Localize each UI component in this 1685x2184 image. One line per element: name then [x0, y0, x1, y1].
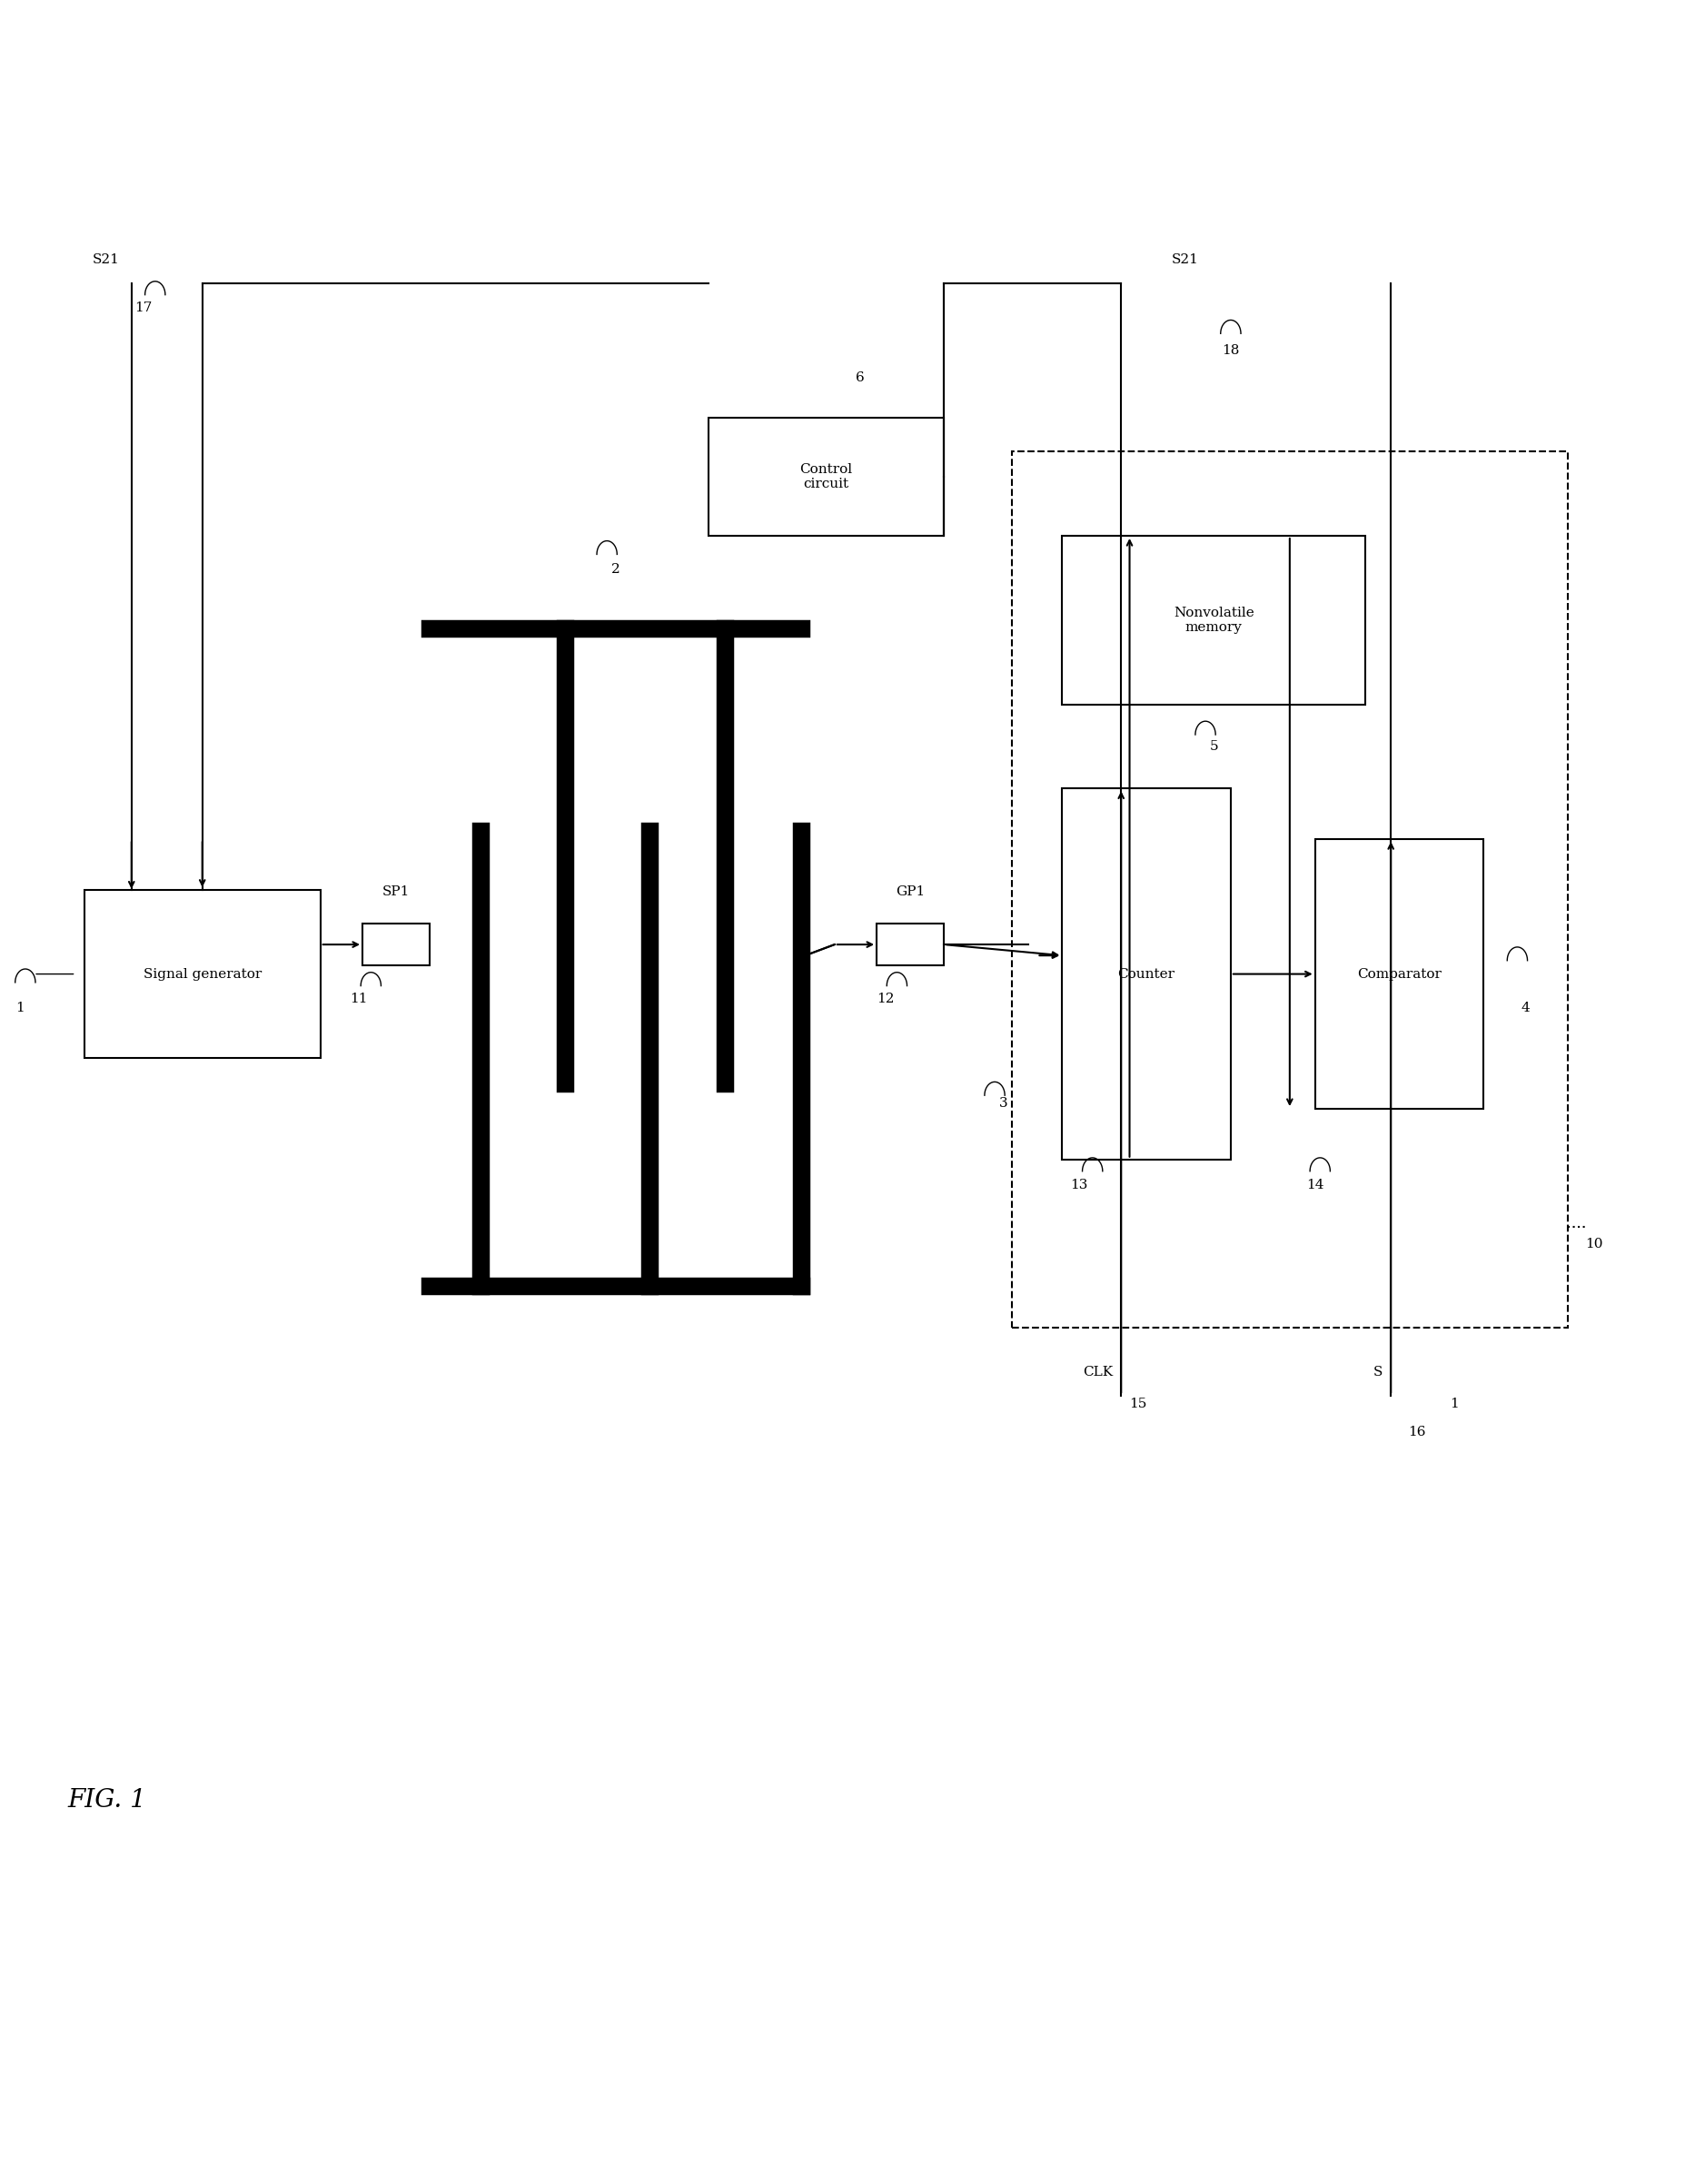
Text: 14: 14	[1306, 1179, 1324, 1190]
Text: Control
circuit: Control circuit	[799, 463, 853, 491]
Text: 5: 5	[1208, 740, 1218, 753]
Bar	[1011, 452, 1567, 1328]
Text: 2: 2	[610, 563, 620, 577]
Text: 11: 11	[350, 994, 367, 1005]
Text: 10: 10	[1584, 1238, 1602, 1249]
Text: SP1: SP1	[382, 885, 409, 898]
Bar	[1314, 839, 1483, 1109]
Text: Counter: Counter	[1117, 968, 1174, 981]
Text: 1: 1	[1449, 1398, 1458, 1411]
Text: 13: 13	[1070, 1179, 1087, 1190]
Bar	[84, 889, 320, 1059]
Bar	[876, 924, 944, 965]
Text: Nonvolatile
memory: Nonvolatile memory	[1173, 607, 1254, 633]
Bar	[362, 924, 430, 965]
Text: 17: 17	[135, 301, 152, 314]
Text: CLK: CLK	[1082, 1365, 1112, 1378]
Text: S21: S21	[93, 253, 120, 266]
Bar	[1062, 535, 1365, 705]
Text: 16: 16	[1407, 1426, 1426, 1439]
Text: S21: S21	[1171, 253, 1198, 266]
Text: S: S	[1372, 1365, 1382, 1378]
Text: Comparator: Comparator	[1356, 968, 1441, 981]
Text: 15: 15	[1129, 1398, 1146, 1411]
Text: GP1: GP1	[895, 885, 925, 898]
Text: 4: 4	[1520, 1002, 1530, 1013]
Text: 1: 1	[15, 1002, 25, 1013]
Text: 18: 18	[1222, 345, 1238, 356]
Bar	[708, 417, 944, 535]
Text: 3: 3	[998, 1096, 1008, 1109]
Text: FIG. 1: FIG. 1	[67, 1789, 147, 1813]
Bar	[1062, 788, 1230, 1160]
Text: 6: 6	[854, 371, 864, 384]
Text: 12: 12	[876, 994, 893, 1005]
Text: Signal generator: Signal generator	[143, 968, 261, 981]
